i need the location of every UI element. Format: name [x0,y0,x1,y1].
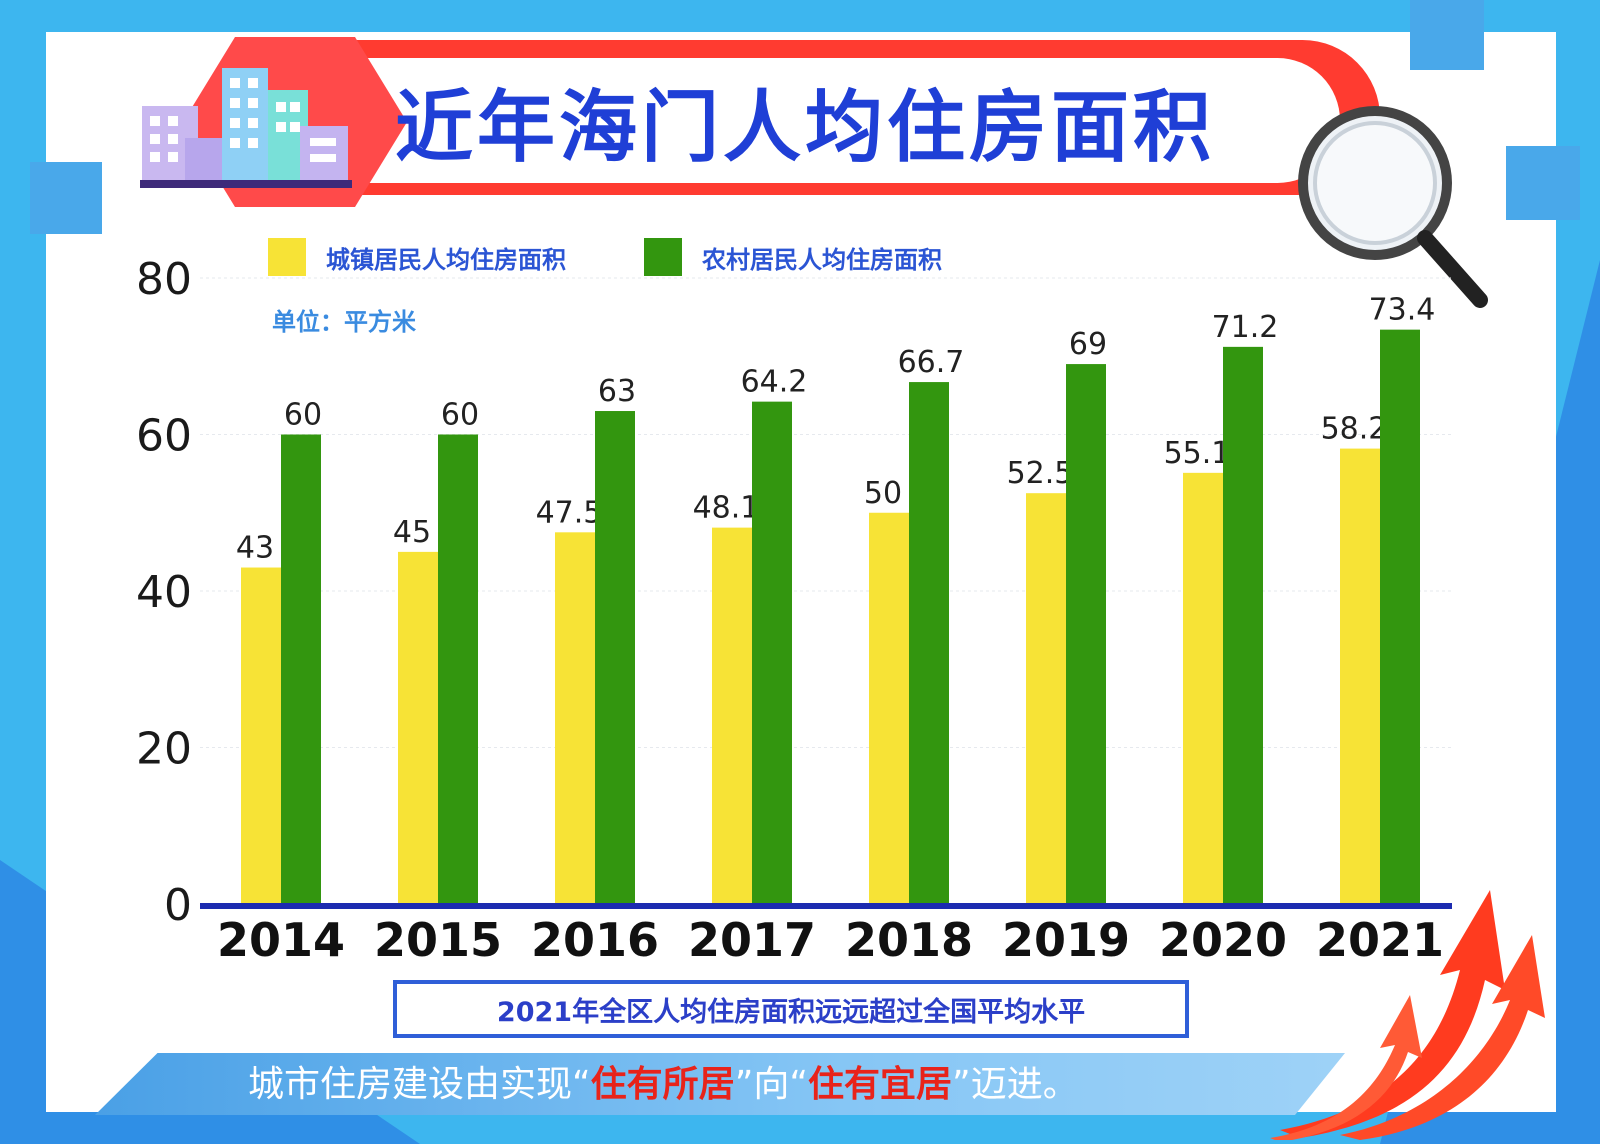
y-tick-label: 20 [136,724,192,775]
banner-part2: 向 [753,1064,790,1105]
decor-square [30,162,102,234]
data-label-urban: 43 [236,531,274,566]
banner-highlight-1: 住有所居 [590,1064,735,1105]
y-tick-label: 80 [136,254,192,305]
data-label-rural: 71.2 [1212,310,1279,345]
legend-rural: 农村居民人均住房面积 [644,237,942,277]
data-label-rural: 60 [441,398,479,433]
bar-urban [712,527,752,904]
bar-rural [752,401,792,904]
page-title: 近年海门人均住房面积 [395,83,1216,173]
buildings-icon [140,68,352,188]
decor-square [1506,146,1580,220]
data-label-urban: 50 [864,476,902,511]
bar-urban [398,551,438,904]
bottom-banner [95,1053,1345,1115]
legend-swatch-urban [268,238,306,276]
x-tick-label: 2016 [531,913,659,967]
data-label-urban: 55.1 [1164,436,1231,471]
bar-rural [1066,364,1106,904]
bar-urban [555,532,595,904]
x-tick-label: 2018 [845,913,973,967]
bottom-banner-text: 城市住房建设由实现“住有所居”向“住有宜居”迈进。 [248,1057,1079,1113]
title-banner-inner [340,58,1340,183]
bar-rural [1223,346,1263,904]
data-label-urban: 52.5 [1007,456,1074,491]
note-box: 2021年全区人均住房面积远远超过全国平均水平 [393,980,1189,1038]
banner-part3: 迈进。 [970,1064,1079,1105]
data-label-urban: 47.5 [536,495,603,530]
unit-label: 单位：平方米 [272,308,416,336]
bar-rural [595,411,635,904]
data-label-rural: 73.4 [1369,293,1436,328]
rising-arrows-icon [1270,890,1545,1140]
y-tick-label: 40 [136,567,192,618]
bar-urban [1026,493,1066,904]
y-tick-label: 0 [164,880,192,931]
x-tick-label: 2015 [374,913,502,967]
banner-quote-close: ” [734,1064,754,1105]
legend-swatch-rural [644,238,682,276]
legend-urban: 城镇居民人均住房面积 [268,237,566,277]
legend-label-rural: 农村居民人均住房面积 [702,245,942,274]
banner-highlight-2: 住有宜居 [808,1064,953,1105]
legend-label-urban: 城镇居民人均住房面积 [326,245,566,274]
data-label-urban: 58.2 [1321,412,1388,447]
bar-urban [1183,472,1223,904]
data-label-urban: 45 [393,515,431,550]
x-tick-label: 2020 [1159,913,1287,967]
x-tick-label: 2019 [1002,913,1130,967]
decor-square [1410,0,1484,70]
bar-rural [1380,329,1420,904]
bar-rural [438,434,478,904]
banner-quote-open: “ [572,1064,591,1105]
bar-urban [869,512,909,904]
x-tick-label: 2021 [1316,913,1444,967]
banner-quote-close: ” [952,1064,971,1105]
bar-rural [281,434,321,904]
banner-quote-open: “ [789,1064,809,1105]
bar-urban [241,567,281,904]
data-label-rural: 64.2 [741,365,808,400]
bar-rural [909,382,949,904]
data-label-rural: 66.7 [898,345,965,380]
data-label-rural: 60 [284,398,322,433]
x-tick-label: 2014 [217,913,345,967]
bar-urban [1340,448,1380,904]
data-label-urban: 48.1 [693,491,760,526]
data-label-rural: 69 [1069,327,1107,362]
y-tick-label: 60 [136,411,192,462]
banner-part1: 城市住房建设由实现 [248,1064,573,1105]
data-label-rural: 63 [598,374,636,409]
magnifier-icon [1298,106,1488,308]
x-tick-label: 2017 [688,913,816,967]
